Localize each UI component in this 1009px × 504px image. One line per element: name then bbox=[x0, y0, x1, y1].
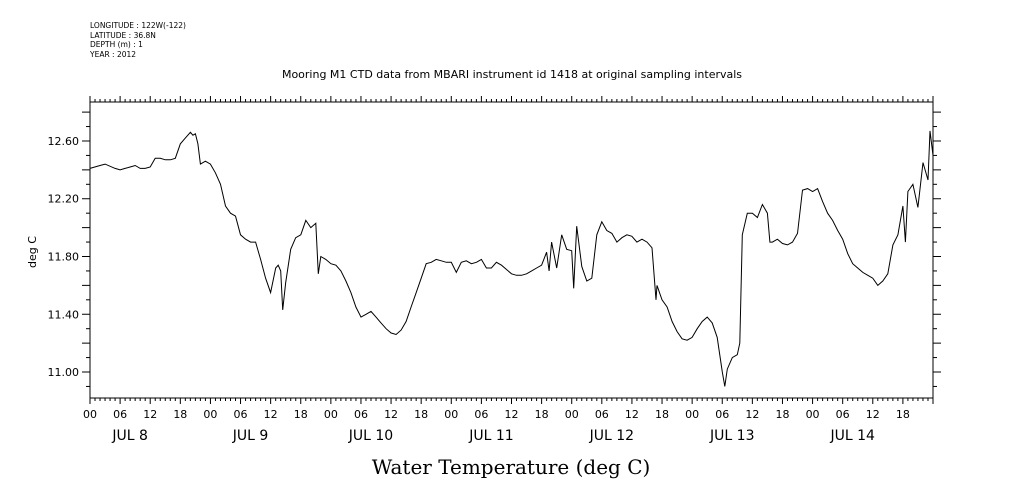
plot-frame bbox=[89, 101, 934, 399]
x-day-label: JUL 11 bbox=[468, 428, 513, 444]
x-hour-label: 00 bbox=[203, 408, 217, 421]
x-hour-label: 06 bbox=[836, 408, 850, 421]
x-hour-label: 12 bbox=[384, 408, 398, 421]
x-hour-label: 12 bbox=[264, 408, 278, 421]
x-hour-label: 18 bbox=[775, 408, 789, 421]
x-hour-label: 06 bbox=[234, 408, 248, 421]
x-day-label: JUL 13 bbox=[709, 428, 754, 444]
y-axis-label: deg C bbox=[26, 236, 39, 268]
x-hour-label: 18 bbox=[414, 408, 428, 421]
meta-depth: DEPTH (m) : 1 bbox=[90, 40, 143, 49]
x-day-label: JUL 14 bbox=[829, 428, 875, 444]
y-tick-label: 11.00 bbox=[48, 366, 80, 379]
y-tick-label: 12.20 bbox=[48, 193, 80, 206]
x-hour-label: 12 bbox=[143, 408, 157, 421]
meta-longitude: LONGITUDE : 122W(-122) bbox=[90, 21, 186, 30]
x-hour-label: 00 bbox=[83, 408, 97, 421]
y-tick-label: 12.60 bbox=[48, 135, 80, 148]
x-day-label: JUL 10 bbox=[348, 428, 393, 444]
x-hour-label: 00 bbox=[324, 408, 338, 421]
x-hour-label: 00 bbox=[565, 408, 579, 421]
x-hour-label: 18 bbox=[655, 408, 669, 421]
x-hour-label: 18 bbox=[896, 408, 910, 421]
axis-labels: 11.00 11.40 11.80 12.20 12.60 00 06 12 18 00 06 12 1… bbox=[48, 135, 910, 444]
x-hour-label: 00 bbox=[685, 408, 699, 421]
x-hour-label: 06 bbox=[354, 408, 368, 421]
x-hour-label: 12 bbox=[866, 408, 880, 421]
x-hour-label: 12 bbox=[745, 408, 759, 421]
x-hour-label: 06 bbox=[715, 408, 729, 421]
x-hour-label: 06 bbox=[595, 408, 609, 421]
x-axis-title: Water Temperature (deg C) bbox=[371, 455, 651, 479]
x-hour-label: 06 bbox=[113, 408, 127, 421]
x-hour-label: 06 bbox=[474, 408, 488, 421]
y-tick-label: 11.40 bbox=[48, 308, 80, 321]
x-day-label: JUL 9 bbox=[232, 428, 269, 444]
x-hour-label: 00 bbox=[806, 408, 820, 421]
plot-border bbox=[89, 101, 934, 399]
x-day-label: JUL 12 bbox=[589, 428, 634, 444]
x-hour-label: 18 bbox=[173, 408, 187, 421]
x-hour-label: 12 bbox=[625, 408, 639, 421]
axis-ticks bbox=[82, 96, 941, 404]
chart-title: Mooring M1 CTD data from MBARI instrumen… bbox=[281, 68, 743, 81]
meta-latitude: LATITUDE : 36.8N bbox=[90, 30, 156, 40]
x-hour-label: 18 bbox=[294, 408, 308, 421]
x-day-label: JUL 8 bbox=[111, 428, 148, 444]
metadata-block: LONGITUDE : 122W(-122) LATITUDE : 36.8N … bbox=[90, 21, 186, 59]
meta-year: YEAR : 2012 bbox=[90, 49, 137, 59]
x-hour-label: 18 bbox=[535, 408, 549, 421]
x-hour-label: 00 bbox=[444, 408, 458, 421]
x-hour-label: 12 bbox=[505, 408, 519, 421]
y-tick-label: 11.80 bbox=[48, 250, 80, 263]
temperature-series-line bbox=[89, 130, 934, 387]
